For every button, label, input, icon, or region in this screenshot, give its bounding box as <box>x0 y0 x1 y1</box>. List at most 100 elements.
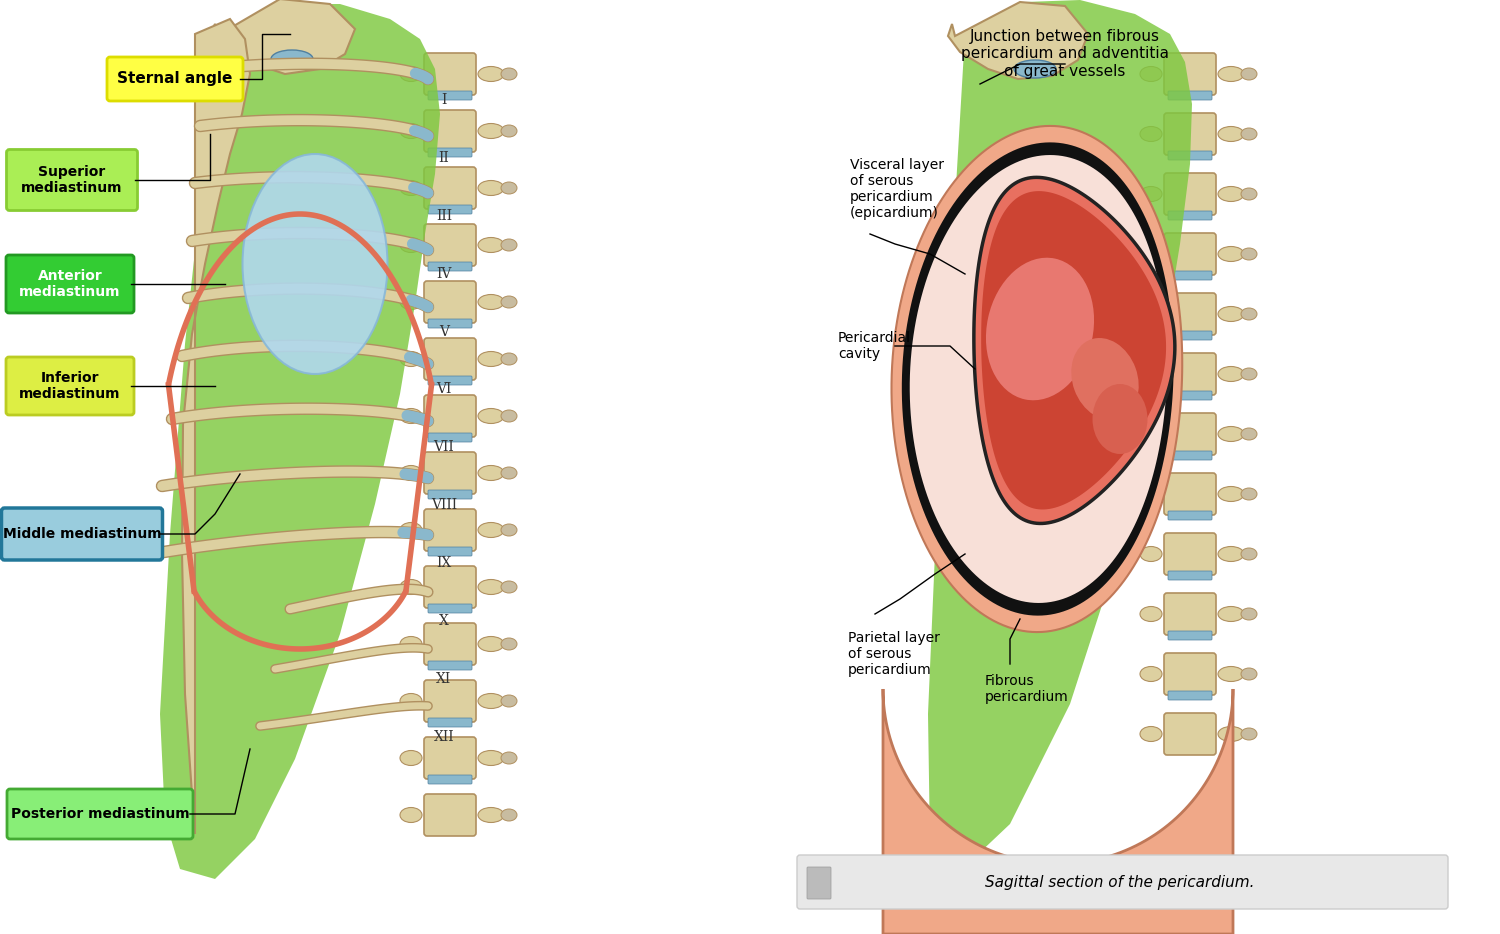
Ellipse shape <box>1240 368 1257 380</box>
Ellipse shape <box>1240 128 1257 140</box>
FancyBboxPatch shape <box>1164 173 1216 215</box>
Polygon shape <box>974 177 1174 523</box>
FancyBboxPatch shape <box>1168 151 1212 160</box>
FancyBboxPatch shape <box>427 604 472 613</box>
Ellipse shape <box>1092 384 1148 454</box>
FancyBboxPatch shape <box>424 794 476 836</box>
FancyBboxPatch shape <box>1168 391 1212 400</box>
Ellipse shape <box>501 239 518 251</box>
Polygon shape <box>902 142 1173 616</box>
Ellipse shape <box>1218 606 1243 621</box>
FancyBboxPatch shape <box>424 737 476 779</box>
Ellipse shape <box>1140 487 1162 502</box>
FancyBboxPatch shape <box>1164 473 1216 515</box>
FancyBboxPatch shape <box>1168 211 1212 220</box>
Ellipse shape <box>400 237 422 252</box>
Ellipse shape <box>478 180 504 195</box>
Text: XII: XII <box>433 730 454 743</box>
FancyBboxPatch shape <box>424 623 476 665</box>
Ellipse shape <box>400 522 422 537</box>
FancyBboxPatch shape <box>424 509 476 551</box>
Ellipse shape <box>1240 608 1257 620</box>
Ellipse shape <box>478 522 504 537</box>
Ellipse shape <box>1240 728 1257 740</box>
FancyBboxPatch shape <box>1164 593 1216 635</box>
Ellipse shape <box>1218 487 1243 502</box>
FancyBboxPatch shape <box>1164 53 1216 95</box>
Ellipse shape <box>501 581 518 593</box>
Ellipse shape <box>1218 727 1243 742</box>
Ellipse shape <box>478 636 504 652</box>
Ellipse shape <box>478 751 504 766</box>
Text: Posterior mediastinum: Posterior mediastinum <box>10 807 189 821</box>
Text: VII: VII <box>433 441 454 454</box>
Ellipse shape <box>1218 247 1243 262</box>
Ellipse shape <box>1218 66 1243 81</box>
FancyBboxPatch shape <box>796 855 1448 909</box>
FancyBboxPatch shape <box>1164 533 1216 575</box>
FancyBboxPatch shape <box>427 319 472 328</box>
Ellipse shape <box>478 351 504 366</box>
Text: II: II <box>438 151 450 164</box>
Text: Sternal angle: Sternal angle <box>117 72 232 87</box>
FancyBboxPatch shape <box>807 867 831 899</box>
Ellipse shape <box>1140 606 1162 621</box>
Ellipse shape <box>1140 306 1162 321</box>
Ellipse shape <box>478 237 504 252</box>
Polygon shape <box>928 0 1192 876</box>
FancyBboxPatch shape <box>427 148 472 157</box>
FancyBboxPatch shape <box>1168 571 1212 580</box>
FancyBboxPatch shape <box>1164 293 1216 335</box>
Text: VI: VI <box>436 383 451 396</box>
Ellipse shape <box>1240 188 1257 200</box>
Text: Inferior
mediastinum: Inferior mediastinum <box>20 371 120 401</box>
FancyBboxPatch shape <box>424 566 476 608</box>
Text: Anterior
mediastinum: Anterior mediastinum <box>20 269 120 299</box>
Ellipse shape <box>501 410 518 422</box>
Ellipse shape <box>501 638 518 650</box>
FancyBboxPatch shape <box>1168 331 1212 340</box>
Ellipse shape <box>1218 667 1243 682</box>
Ellipse shape <box>400 808 422 823</box>
Ellipse shape <box>501 467 518 479</box>
Ellipse shape <box>1240 488 1257 500</box>
FancyBboxPatch shape <box>6 255 134 313</box>
Ellipse shape <box>1140 667 1162 682</box>
Ellipse shape <box>501 353 518 365</box>
Polygon shape <box>948 2 1088 79</box>
Ellipse shape <box>1218 187 1243 202</box>
Ellipse shape <box>1014 60 1056 78</box>
Ellipse shape <box>400 751 422 766</box>
FancyBboxPatch shape <box>1168 691 1212 700</box>
Ellipse shape <box>400 579 422 595</box>
Polygon shape <box>182 19 250 834</box>
Ellipse shape <box>1218 546 1243 561</box>
FancyBboxPatch shape <box>424 110 476 152</box>
Ellipse shape <box>1140 727 1162 742</box>
FancyBboxPatch shape <box>424 395 476 437</box>
FancyBboxPatch shape <box>1164 713 1216 755</box>
Ellipse shape <box>243 154 387 374</box>
Ellipse shape <box>400 123 422 138</box>
Ellipse shape <box>1240 548 1257 560</box>
FancyBboxPatch shape <box>424 452 476 494</box>
Ellipse shape <box>501 125 518 137</box>
Ellipse shape <box>501 182 518 194</box>
Ellipse shape <box>501 68 518 80</box>
Ellipse shape <box>501 296 518 308</box>
Text: Superior
mediastinum: Superior mediastinum <box>21 165 123 195</box>
Polygon shape <box>210 0 356 74</box>
Ellipse shape <box>1140 247 1162 262</box>
Ellipse shape <box>478 808 504 823</box>
FancyBboxPatch shape <box>1164 413 1216 455</box>
Text: V: V <box>440 325 448 338</box>
Ellipse shape <box>400 636 422 652</box>
FancyBboxPatch shape <box>424 167 476 209</box>
FancyBboxPatch shape <box>427 490 472 499</box>
Ellipse shape <box>400 465 422 480</box>
FancyBboxPatch shape <box>427 262 472 271</box>
Text: XI: XI <box>436 672 451 686</box>
Text: IX: IX <box>436 557 451 570</box>
Ellipse shape <box>478 123 504 138</box>
FancyBboxPatch shape <box>424 338 476 380</box>
